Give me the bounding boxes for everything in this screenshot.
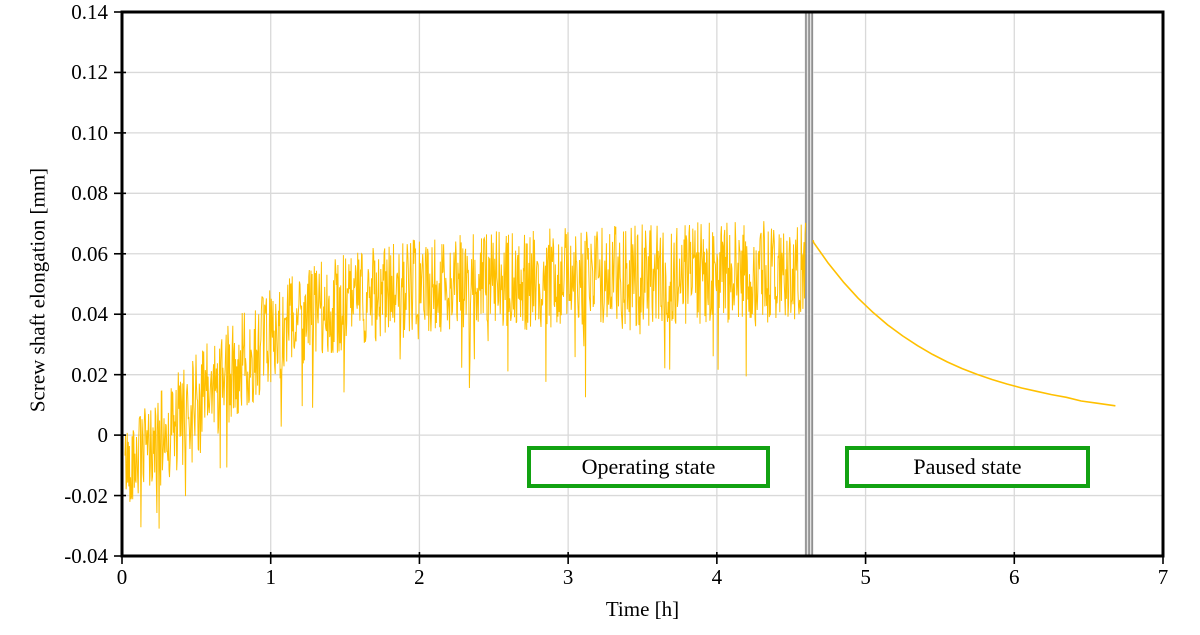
y-tick-label: 0.04 [71, 302, 108, 327]
y-tick-label: 0.14 [71, 0, 108, 24]
y-tick-label: -0.04 [64, 544, 108, 568]
x-tick-label: 2 [414, 565, 425, 589]
x-tick-label: 4 [711, 565, 723, 589]
x-tick-label: 1 [265, 565, 276, 589]
y-tick-label: 0.06 [71, 241, 108, 266]
y-tick-label: -0.02 [64, 483, 108, 508]
series-operating-line [124, 221, 807, 529]
axis-ticks [114, 11, 1164, 564]
x-tick-label: 7 [1157, 565, 1169, 589]
paused-state-label: Paused state [913, 454, 1022, 479]
operating-state-label: Operating state [581, 454, 716, 479]
x-tick-label: 5 [860, 565, 871, 589]
y-tick-label: 0.02 [71, 362, 108, 387]
x-tick-label: 3 [562, 565, 574, 589]
y-tick-label: 0.08 [71, 181, 108, 206]
x-axis-title: Time [h] [605, 597, 680, 621]
y-tick-label: 0.10 [71, 120, 108, 145]
series-paused-line [812, 240, 1116, 407]
plot-frame [120, 10, 1165, 558]
x-tick-label: 6 [1009, 565, 1020, 589]
y-tick-label: 0.12 [71, 60, 108, 85]
pause-event-band [804, 12, 814, 556]
x-tick-label: 0 [116, 565, 128, 589]
y-tick-label: 0 [97, 423, 109, 448]
operating-state-label-box: Operating state [527, 446, 770, 488]
paused-state-label-box: Paused state [845, 446, 1090, 488]
gridlines [122, 12, 1163, 556]
